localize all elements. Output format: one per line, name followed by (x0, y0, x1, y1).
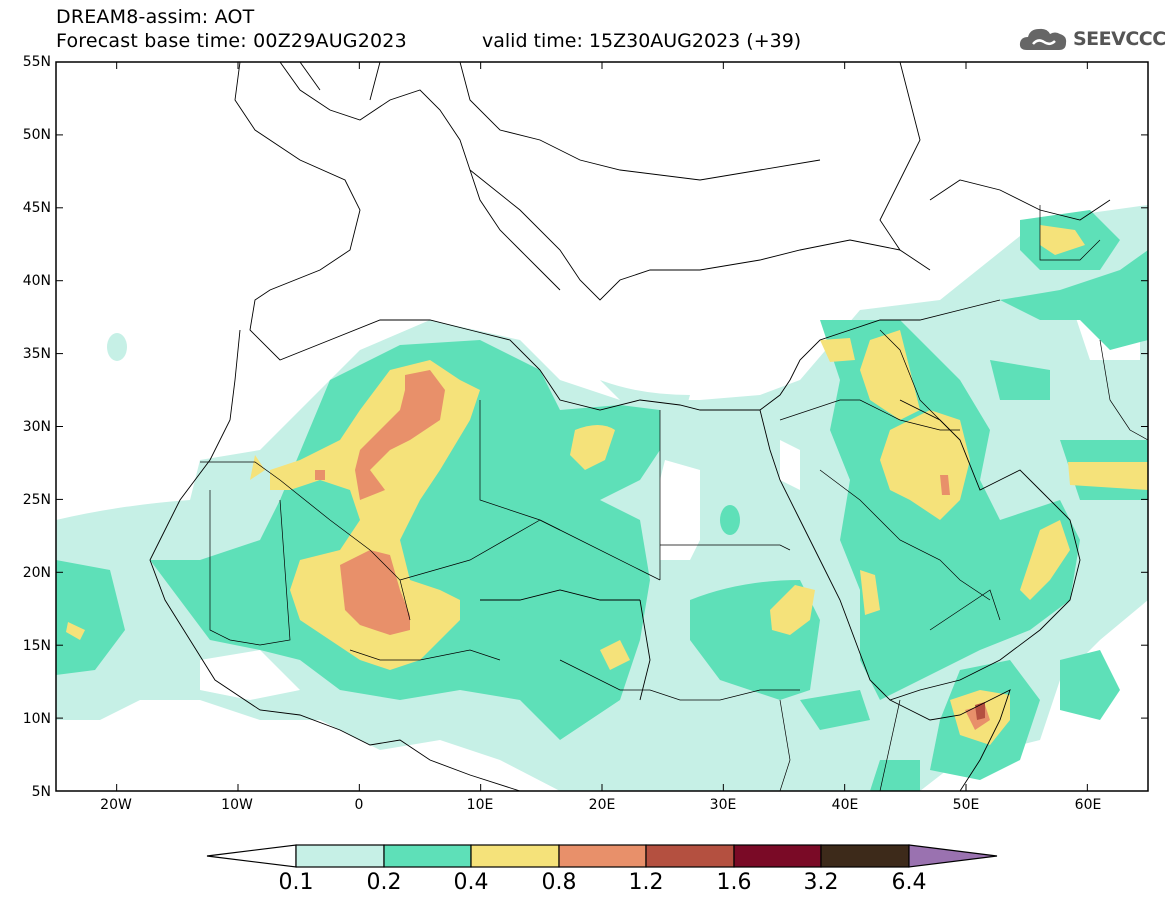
colorbar-swatch-7 (820, 844, 910, 868)
lon-label-10e: 10E (466, 797, 494, 813)
colorbar-label-6-4: 6.4 (891, 870, 927, 895)
lon-label-40e: 40E (831, 797, 859, 813)
lat-label-40n: 40N (22, 273, 51, 289)
forecast-base-time: Forecast base time: 00Z29AUG2023 (56, 30, 407, 52)
lat-label-20n: 20N (22, 565, 51, 581)
colorbar-swatch-1 (295, 844, 385, 868)
colorbar-label-3-2: 3.2 (803, 870, 839, 895)
colorbar-swatch-6 (733, 844, 822, 868)
lat-label-45n: 45N (22, 200, 51, 216)
axis-ticks (56, 61, 1148, 792)
cloud-icon (1019, 28, 1067, 50)
lon-label-20w: 20W (100, 797, 132, 813)
colorbar-label-0-2: 0.2 (366, 870, 402, 895)
colorbar-swatch-4 (558, 844, 647, 868)
lat-label-30n: 30N (22, 419, 51, 435)
lon-label-60e: 60E (1074, 797, 1102, 813)
lat-label-55n: 55N (22, 54, 51, 70)
lat-label-15n: 15N (22, 638, 51, 654)
lon-label-50e: 50E (952, 797, 980, 813)
colorbar-swatch-3 (470, 844, 560, 868)
colorbar-label-0-8: 0.8 (541, 870, 577, 895)
colorbar-high-arrow (908, 844, 998, 868)
colorbar-label-1-6: 1.6 (716, 870, 752, 895)
coastlines-borders (149, 62, 1111, 791)
colorbar-low-arrow (206, 844, 297, 868)
colorbar-swatch-5 (645, 844, 735, 868)
lon-label-0: 0 (354, 797, 364, 813)
lon-label-20e: 20E (588, 797, 616, 813)
valid-time: valid time: 15Z30AUG2023 (+39) (482, 30, 802, 52)
lat-label-10n: 10N (22, 711, 51, 727)
lon-label-10w: 10W (221, 797, 253, 813)
logo-text: SEEVCCC (1073, 28, 1165, 50)
colorbar-label-0-1: 0.1 (278, 870, 314, 895)
lat-label-50n: 50N (22, 127, 51, 143)
colorbar-swatch-2 (383, 844, 472, 868)
lat-label-35n: 35N (22, 346, 51, 362)
country-borders (200, 205, 1148, 791)
lon-label-30e: 30E (709, 797, 737, 813)
colorbar-label-0-4: 0.4 (453, 870, 489, 895)
lat-label-5n: 5N (31, 784, 51, 800)
seevccc-logo: SEEVCCC (1017, 24, 1165, 54)
map-title: DREAM8-assim: AOT (56, 6, 255, 28)
colorbar-label-1-2: 1.2 (628, 870, 664, 895)
lat-label-25n: 25N (22, 492, 51, 508)
aot-fields (56, 205, 1148, 791)
